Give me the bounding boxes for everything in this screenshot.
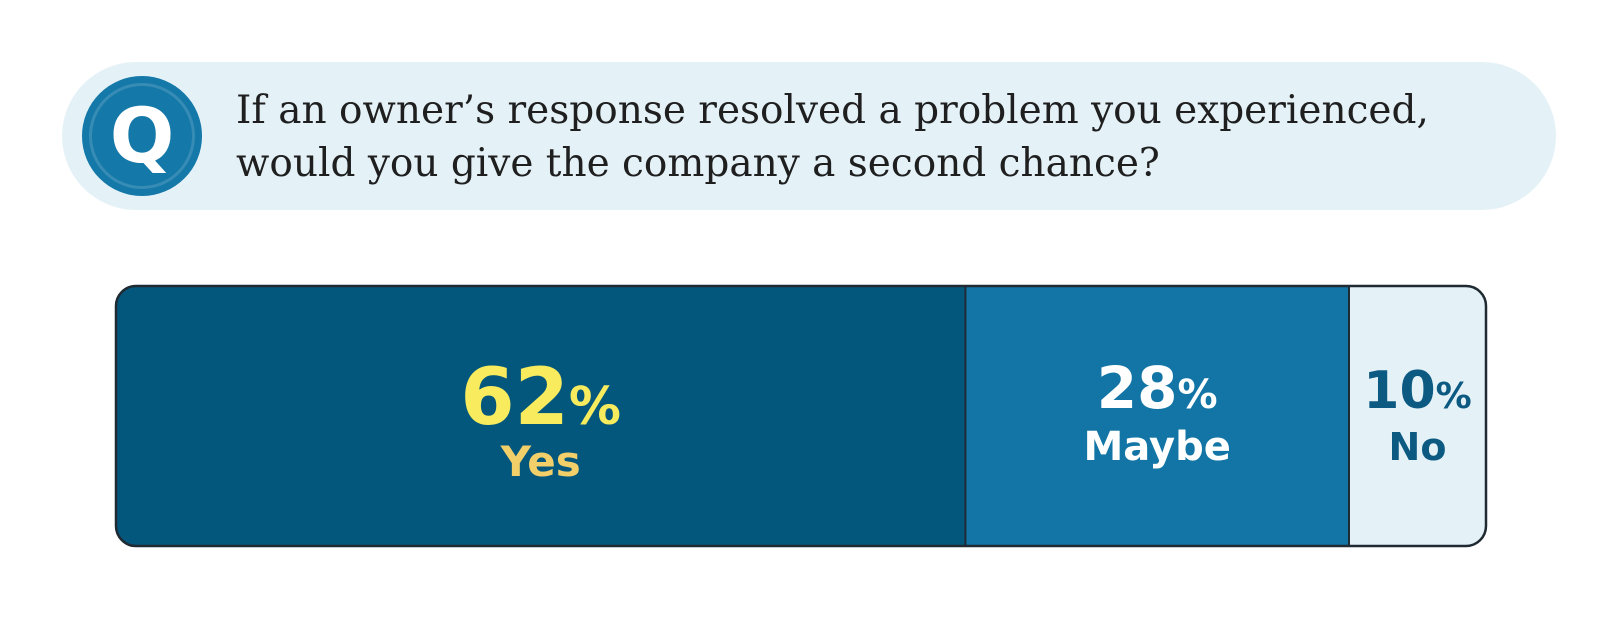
category-label-yes: Yes	[500, 437, 581, 486]
bar-segments	[116, 286, 1486, 546]
bar-outline	[114, 284, 1488, 548]
value-label-no: 10%	[1363, 361, 1471, 421]
question-badge: Q	[82, 76, 202, 196]
question-line-2: would you give the company a second chan…	[236, 141, 1160, 186]
value-label-yes: 62%	[460, 353, 621, 443]
bar-segment-maybe	[965, 286, 1349, 546]
question-line-1: If an owner’s response resolved a proble…	[236, 88, 1429, 133]
value-label-maybe: 28%	[1097, 354, 1218, 422]
bar-segment-no	[1349, 286, 1486, 546]
category-label-maybe: Maybe	[1083, 424, 1230, 470]
bar-segment-yes	[116, 286, 966, 546]
question-text: If an owner’s response resolved a proble…	[236, 84, 1536, 190]
category-label-no: No	[1389, 425, 1447, 469]
question-banner	[62, 62, 1556, 210]
